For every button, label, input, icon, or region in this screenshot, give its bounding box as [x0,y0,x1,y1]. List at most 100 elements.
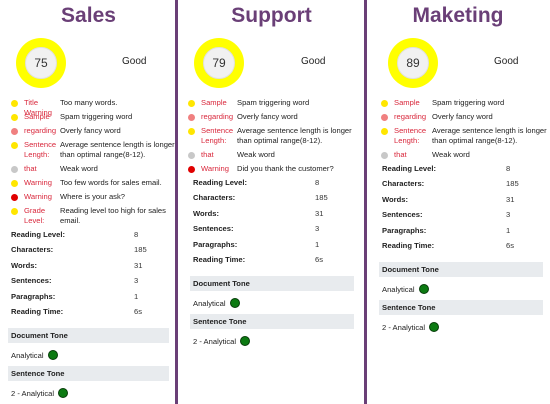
stat-row: Characters: 185 [177,193,366,208]
stat-value: 31 [506,194,515,204]
issue-message: Overly fancy word [432,112,493,121]
stat-label: Reading Level: [193,178,248,187]
tone-indicator-icon [429,322,440,333]
stat-value: 185 [506,179,519,189]
tone-indicator-icon [47,350,58,361]
issue-severity-icon [11,128,18,135]
tone-indicator-icon [58,388,69,399]
issue-item[interactable]: Sample Spam triggering word [177,98,366,108]
stat-value: 3 [506,210,511,220]
stat-label: Reading Level: [11,230,66,239]
issue-severity-icon [11,180,18,187]
issue-item[interactable]: that Weak word [177,150,366,160]
stat-label: Sentences: [193,224,234,234]
marketing-column: Maketing 89 Good Sample Spam triggering w… [366,0,550,404]
stat-label: Sentences: [382,210,423,220]
sentence-tone-value: 2 - Analytical [11,388,55,398]
stat-value: 3 [134,276,139,286]
issue-type: that [201,150,214,159]
issue-severity-icon [381,152,388,159]
issue-severity-icon [188,128,195,135]
issue-severity-icon [381,128,388,135]
issue-item[interactable]: Sample Spam triggering word [0,112,177,122]
issue-item[interactable]: Warning Did you thank the customer? [177,164,366,174]
issue-item[interactable]: regarding Overly fancy word [0,126,177,136]
stat-row: Words: 31 [366,195,550,210]
issue-severity-icon [11,166,18,173]
stat-value: 8 [315,178,320,187]
issue-item[interactable]: Title Warning Too many words. [0,98,177,117]
stat-row: Reading Level: 8 [177,178,366,193]
issue-message: Overly fancy word [237,112,298,121]
issue-severity-icon [188,152,195,159]
issue-item[interactable]: Sentence Length: Average sentence length … [177,126,366,146]
score-rating: Good [494,56,519,67]
stat-label: Paragraphs: [382,225,427,235]
issue-type: Warning [201,164,229,173]
issue-item[interactable]: regarding Overly fancy word [366,112,550,122]
stat-label: Words: [382,194,409,204]
column-title: Sales [61,4,116,27]
stat-label: Words: [193,208,220,218]
column-title: Maketing [412,4,504,27]
stat-label: Reading Time: [382,240,435,250]
issue-item[interactable]: that Weak word [0,164,177,174]
issue-severity-icon [381,114,388,121]
sentence-tone-heading: Sentence Tone [8,366,169,382]
support-column: Support 79 Good Sample Spam triggering wo… [177,0,366,404]
stat-value: 1 [506,225,511,235]
score-gauge: 89 [388,38,438,88]
issue-type: Grade Level: [24,206,46,225]
sentence-tone-heading: Sentence Tone [190,314,354,330]
sentence-tone-heading: Sentence Tone [379,300,543,316]
issue-item[interactable]: Sample Spam triggering word [366,98,550,108]
stat-label: Sentences: [11,276,52,286]
issue-type: regarding [394,112,427,121]
issue-type: Sentence Length: [201,126,234,145]
stat-row: Words: 31 [177,209,366,224]
issue-list: Title Warning Too many words. Sample Spam t… [0,98,177,226]
issue-message: Spam triggering word [237,98,310,107]
issue-message: Average sentence length is longer than o… [432,126,547,145]
issue-item[interactable]: that Weak word [366,150,550,160]
document-tone-heading: Document Tone [190,276,354,292]
stat-value: 8 [134,230,139,239]
stat-label: Reading Time: [193,254,246,264]
tone-indicator-icon [240,336,251,347]
score-gauge: 75 [16,38,66,88]
issue-message: Overly fancy word [60,126,121,135]
score-rating: Good [301,56,326,67]
issue-severity-icon [11,100,18,107]
issue-severity-icon [11,142,18,149]
tone-indicator-icon [229,298,240,309]
score-row: 79 Good [177,38,366,92]
issue-message: Weak word [432,150,470,159]
stat-row: Characters: 185 [366,179,550,194]
stat-row: Sentences: 3 [0,276,177,291]
tone-indicator-icon [418,284,429,295]
issue-message: Where is your ask? [60,192,125,201]
issue-item[interactable]: Warning Where is your ask? [0,192,177,202]
issue-message: Did you thank the customer? [237,164,334,173]
issue-item[interactable]: Warning Too few words for sales email. [0,178,177,188]
issue-item[interactable]: Sentence Length: Average sentence length … [0,140,177,160]
issue-type: Sentence Length: [24,140,57,159]
sales-column: Sales 75 Good Title Warning Too many word… [0,0,177,404]
sentence-tone-row: 2 - Analytical [193,336,366,347]
issue-message: Average sentence length is longer than o… [237,126,352,145]
stat-row: Reading Level: 8 [366,164,550,179]
document-tone-row: Analytical [382,284,550,295]
score-value: 89 [397,47,429,79]
issue-message: Spam triggering word [432,98,505,107]
stat-label: Characters: [382,179,425,189]
issue-item[interactable]: Sentence Length: Average sentence length … [366,126,550,146]
sentence-tone-row: 2 - Analytical [11,388,177,399]
issue-item[interactable]: regarding Overly fancy word [177,112,366,122]
document-tone-value: Analytical [193,298,226,308]
issue-type: that [394,150,407,159]
score-gauge: 79 [194,38,244,88]
stat-value: 6s [134,306,143,316]
issue-item[interactable]: Grade Level: Reading level too high for s… [0,206,177,226]
issue-type: regarding [24,126,57,135]
document-tone-row: Analytical [11,350,177,361]
